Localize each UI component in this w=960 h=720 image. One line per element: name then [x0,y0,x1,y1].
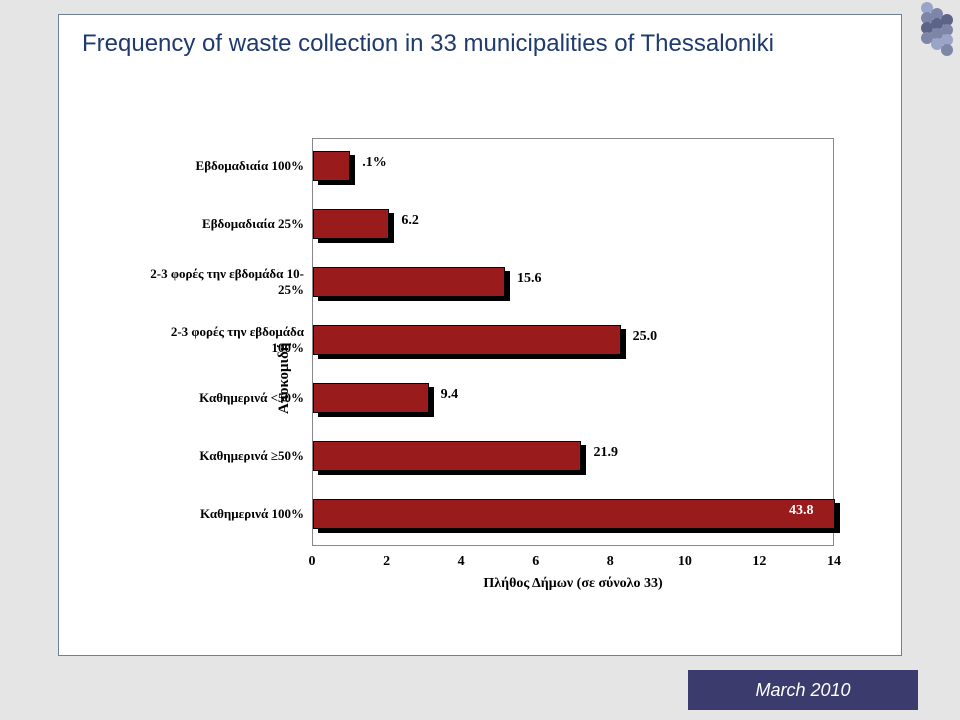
bar-value-label: 15.6 [517,271,542,287]
bar [313,325,621,355]
y-axis-category-label: 2-3 φορές την εβδομάδα 100% [150,324,304,355]
bar-row: 43.8 [313,489,833,547]
slide-title: Frequency of waste collection in 33 muni… [82,30,878,58]
footer-date: March 2010 [755,680,850,701]
chart: Αποκομιδή Εβδομαδιαία 100%Εβδομαδιαία 25… [148,138,836,594]
x-axis-tick-label: 12 [752,554,766,570]
slide-canvas: Frequency of waste collection in 33 muni… [0,0,960,720]
y-axis-category-label: Καθημερινά 100% [150,506,304,522]
x-axis-tick-label: 2 [383,554,390,570]
bar [313,267,505,297]
bar [313,383,429,413]
y-axis-category-label: Εβδομαδιαία 100% [150,158,304,174]
bar [313,209,389,239]
x-axis-tick-label: 4 [458,554,465,570]
x-axis-tick-label: 8 [607,554,614,570]
decorative-dots [922,2,952,56]
bar-value-label: 21.9 [593,445,618,461]
bar-row: 25.0 [313,315,833,373]
x-axis: Πλήθος Δήμων (σε σύνολο 33) 02468101214 [312,546,834,594]
y-axis-category-label: Καθημερινά ≥50% [150,448,304,464]
footer-date-box: March 2010 [688,670,918,710]
y-axis-category-label: Καθημερινά <50% [150,390,304,406]
y-axis-labels: Εβδομαδιαία 100% Εβδομαδιαία 25% 2-3 φορές… [148,138,312,546]
bar [313,499,835,529]
bar-row: 9.4 [313,373,833,431]
bar [313,441,581,471]
bar-value-label: .1% [362,155,387,171]
bar-row: 6.2 [313,199,833,257]
x-axis-tick-label: 10 [678,554,692,570]
bar-value-label: 6.2 [401,213,419,229]
bar [313,151,350,181]
x-axis-tick-label: 0 [309,554,316,570]
bar-row: 15.6 [313,257,833,315]
plot-area: .1% 6.2 15.6 25.0 9.4 21.9 43.8 [312,138,834,546]
x-axis-title: Πλήθος Δήμων (σε σύνολο 33) [312,576,834,592]
bar-row: 21.9 [313,431,833,489]
bar-row: .1% [313,141,833,199]
bar-value-label: 25.0 [633,329,658,345]
y-axis-category-label: 2-3 φορές την εβδομάδα 10-25% [150,266,304,297]
y-axis-category-label: Εβδομαδιαία 25% [150,216,304,232]
x-axis-tick-label: 14 [827,554,841,570]
bar-value-label: 9.4 [441,387,459,403]
x-axis-tick-label: 6 [532,554,539,570]
bar-value-label: 43.8 [789,503,814,519]
